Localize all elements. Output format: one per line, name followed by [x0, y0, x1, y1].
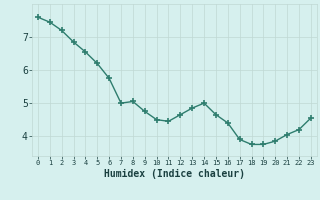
X-axis label: Humidex (Indice chaleur): Humidex (Indice chaleur) [104, 169, 245, 179]
